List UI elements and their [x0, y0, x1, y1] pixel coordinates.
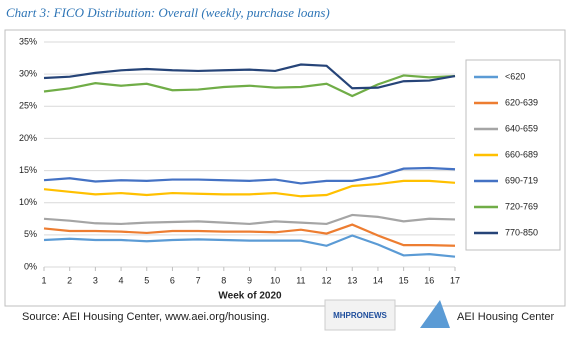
source: Source: AEI Housing Center, www.aei.org/…: [22, 311, 270, 323]
series-line: [43, 223, 456, 247]
y-tick-label: 30%: [19, 69, 37, 79]
series-line: [43, 74, 456, 98]
y-tick-label: 25%: [19, 101, 37, 111]
x-tick-label: 13: [347, 275, 357, 285]
legend-label: <620: [505, 71, 525, 81]
x-tick-label: 15: [399, 275, 409, 285]
y-tick-label: 10%: [19, 197, 37, 207]
x-tick-label: 2: [67, 275, 72, 285]
x-tick-label: 17: [450, 275, 460, 285]
x-tick-label: 4: [119, 275, 124, 285]
y-tick-label: 35%: [19, 36, 37, 46]
legend-label: 620-639: [505, 97, 538, 107]
x-tick-label: 3: [93, 275, 98, 285]
x-tick-label: 14: [373, 275, 383, 285]
y-tick-label: 15%: [19, 165, 37, 175]
x-tick-label: 9: [247, 275, 252, 285]
x-tick-label: 6: [170, 275, 175, 285]
watermark: MHPRONEWS: [333, 311, 387, 320]
x-tick-label: 5: [144, 275, 149, 285]
legend-label: 720-769: [505, 201, 538, 211]
chart-frame: [4, 29, 566, 307]
y-tick-label: 5%: [24, 229, 37, 239]
legend-label: 690-719: [505, 175, 538, 185]
legend-label: 770-850: [505, 227, 538, 237]
x-tick-label: 12: [322, 275, 332, 285]
x-tick-label: 1: [41, 275, 46, 285]
legend-label: 660-689: [505, 149, 538, 159]
x-tick-label: 10: [270, 275, 280, 285]
y-tick-label: 20%: [19, 133, 37, 143]
logo-icon: [420, 300, 450, 328]
series-line: [43, 166, 456, 185]
series-line: [43, 179, 456, 198]
x-tick-label: 8: [221, 275, 226, 285]
chart-title: Chart 3: FICO Distribution: Overall (wee…: [6, 5, 330, 20]
series-line: [43, 213, 456, 226]
y-tick-label: 0%: [24, 261, 37, 271]
series-line: [43, 234, 456, 258]
x-tick-label: 16: [424, 275, 434, 285]
legend-label: 640-659: [505, 123, 538, 133]
x-tick-label: 7: [196, 275, 201, 285]
watermark-box: [324, 299, 396, 331]
x-tick-label: 11: [296, 275, 305, 285]
logo-text: AEI Housing Center: [457, 311, 555, 323]
series-line: [43, 63, 456, 90]
x-axis-label: Week of 2020: [218, 291, 282, 302]
